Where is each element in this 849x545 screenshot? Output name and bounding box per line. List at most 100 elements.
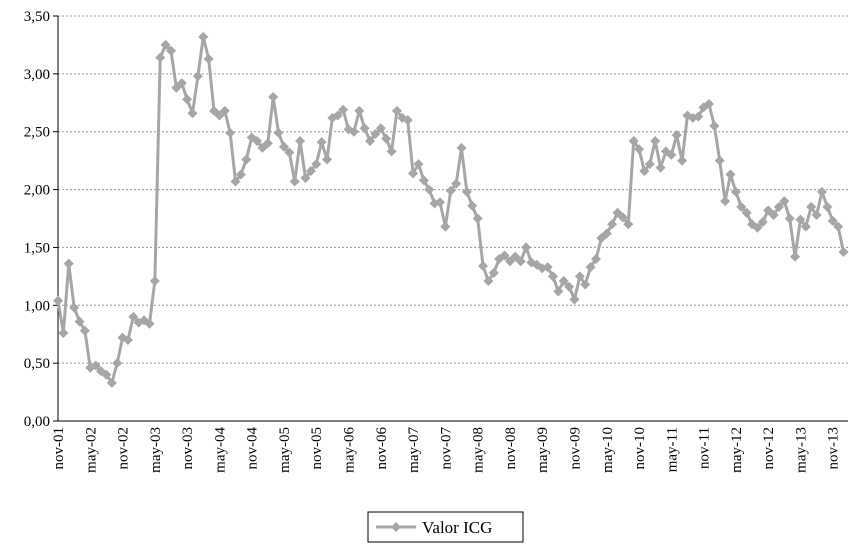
data-point [262,138,273,149]
data-point [617,212,628,223]
x-tick-label: nov-09 [567,427,583,470]
legend-label: Valor ICG [422,518,492,537]
data-point [365,135,376,146]
data-point [165,45,176,56]
x-tick-label: nov-03 [180,427,196,470]
data-point [273,127,284,138]
data-point [391,105,402,116]
data-point [101,369,112,380]
data-point [779,196,790,207]
x-tick-label: nov-08 [503,427,519,470]
y-tick-label: 3,50 [24,9,50,25]
data-point [773,201,784,212]
y-tick-label: 2,00 [24,183,50,199]
y-tick-label: 3,00 [24,67,50,83]
data-point [122,335,133,345]
data-point [182,94,193,105]
data-point [322,154,332,165]
x-tick-label: nov-06 [374,427,390,470]
x-tick-label: nov-02 [116,427,132,470]
y-tick-label: 2,50 [24,125,50,141]
data-point [472,213,483,224]
data-point [79,325,90,336]
data-point [612,207,623,218]
legend: Valor ICG [367,511,524,543]
data-point [354,105,365,116]
data-point [488,267,499,278]
x-tick-label: may-04 [212,427,228,473]
data-point [241,154,252,165]
data-point [386,146,397,157]
data-point [112,358,123,369]
data-point [402,115,413,126]
data-point [74,316,85,327]
data-point [639,166,650,177]
data-point [790,251,801,262]
data-point [714,155,725,166]
data-point [644,159,655,170]
data-point [149,275,160,286]
data-point [601,228,612,239]
data-point [230,176,241,187]
data-point [284,147,295,158]
data-point [440,221,451,232]
data-point [198,31,209,42]
data-point [693,111,704,122]
x-tick-label: nov-05 [309,427,325,470]
data-point [510,251,521,262]
data-point [338,104,349,115]
data-point [413,159,424,170]
y-tick-label: 1,50 [24,240,50,256]
x-tick-label: nov-01 [51,427,67,470]
data-point [806,201,817,212]
data-point [725,169,736,180]
data-point [316,137,327,148]
data-point [703,98,714,109]
data-point [58,328,69,339]
data-point [547,271,558,282]
data-point [499,250,510,261]
y-tick-label: 0,00 [24,414,50,430]
data-point [720,196,731,207]
data-point [709,120,720,131]
data-point [542,262,553,273]
data-point [176,78,187,89]
x-tick-label: may-03 [148,427,164,473]
data-point [564,281,575,292]
data-point [192,71,203,82]
data-point [445,185,456,196]
data-point [203,53,214,64]
data-point [171,82,182,93]
data-point [155,52,166,63]
data-point [235,169,246,180]
legend-marker [391,522,401,532]
data-point [504,256,515,267]
data-point [300,173,311,183]
data-point [375,123,386,134]
data-point [591,254,601,264]
data-point [187,108,198,119]
data-point [833,221,844,232]
x-tick-label: nov-12 [761,427,777,470]
data-point [461,186,472,197]
data-point [305,166,316,177]
x-tick-label: may-06 [342,427,358,473]
data-point [128,311,139,322]
data-point [607,219,618,230]
data-point [757,216,768,227]
data-point [596,233,607,244]
data-point [677,155,688,166]
y-tick-label: 0,50 [24,356,50,372]
x-tick-label: may-10 [600,427,616,473]
data-point [816,186,827,197]
data-point [585,262,596,273]
data-point [741,207,752,218]
data-point [736,201,747,212]
data-point [332,110,343,121]
x-tick-label: may-08 [471,427,487,473]
data-point [784,213,795,224]
data-point [370,129,381,140]
data-point [730,186,741,197]
data-point [634,144,645,155]
